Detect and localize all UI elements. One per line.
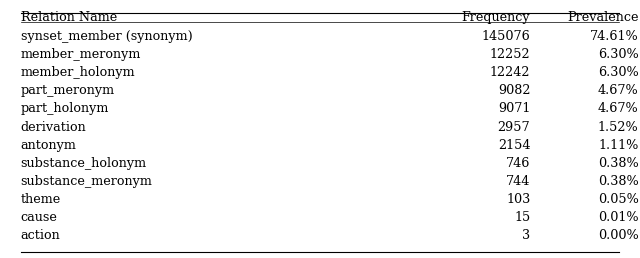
Text: 6.30%: 6.30%	[598, 66, 639, 79]
Text: 0.38%: 0.38%	[598, 157, 639, 170]
Text: 1.52%: 1.52%	[598, 120, 639, 134]
Text: Prevalence: Prevalence	[567, 11, 639, 24]
Text: action: action	[20, 229, 60, 242]
Text: 4.67%: 4.67%	[598, 84, 639, 97]
Text: synset_member (synonym): synset_member (synonym)	[20, 30, 192, 43]
Text: 2957: 2957	[498, 120, 531, 134]
Text: 1.11%: 1.11%	[598, 139, 639, 152]
Text: 744: 744	[506, 175, 531, 188]
Text: 0.01%: 0.01%	[598, 211, 639, 224]
Text: 0.38%: 0.38%	[598, 175, 639, 188]
Text: Frequency: Frequency	[461, 11, 531, 24]
Text: 0.05%: 0.05%	[598, 193, 639, 206]
Text: member_meronym: member_meronym	[20, 48, 141, 61]
Text: 9082: 9082	[498, 84, 531, 97]
Text: member_holonym: member_holonym	[20, 66, 135, 79]
Text: 6.30%: 6.30%	[598, 48, 639, 61]
Text: part_holonym: part_holonym	[20, 102, 109, 116]
Text: 746: 746	[506, 157, 531, 170]
Text: Relation Name: Relation Name	[20, 11, 116, 24]
Text: 9071: 9071	[498, 102, 531, 116]
Text: theme: theme	[20, 193, 61, 206]
Text: 15: 15	[514, 211, 531, 224]
Text: 2154: 2154	[498, 139, 531, 152]
Text: substance_holonym: substance_holonym	[20, 157, 147, 170]
Text: substance_meronym: substance_meronym	[20, 175, 152, 188]
Text: 0.00%: 0.00%	[598, 229, 639, 242]
Text: part_meronym: part_meronym	[20, 84, 115, 97]
Text: antonym: antonym	[20, 139, 76, 152]
Text: 3: 3	[522, 229, 531, 242]
Text: 74.61%: 74.61%	[590, 30, 639, 43]
Text: 145076: 145076	[481, 30, 531, 43]
Text: derivation: derivation	[20, 120, 86, 134]
Text: cause: cause	[20, 211, 58, 224]
Text: 103: 103	[506, 193, 531, 206]
Text: 4.67%: 4.67%	[598, 102, 639, 116]
Text: 12252: 12252	[490, 48, 531, 61]
Text: 12242: 12242	[490, 66, 531, 79]
